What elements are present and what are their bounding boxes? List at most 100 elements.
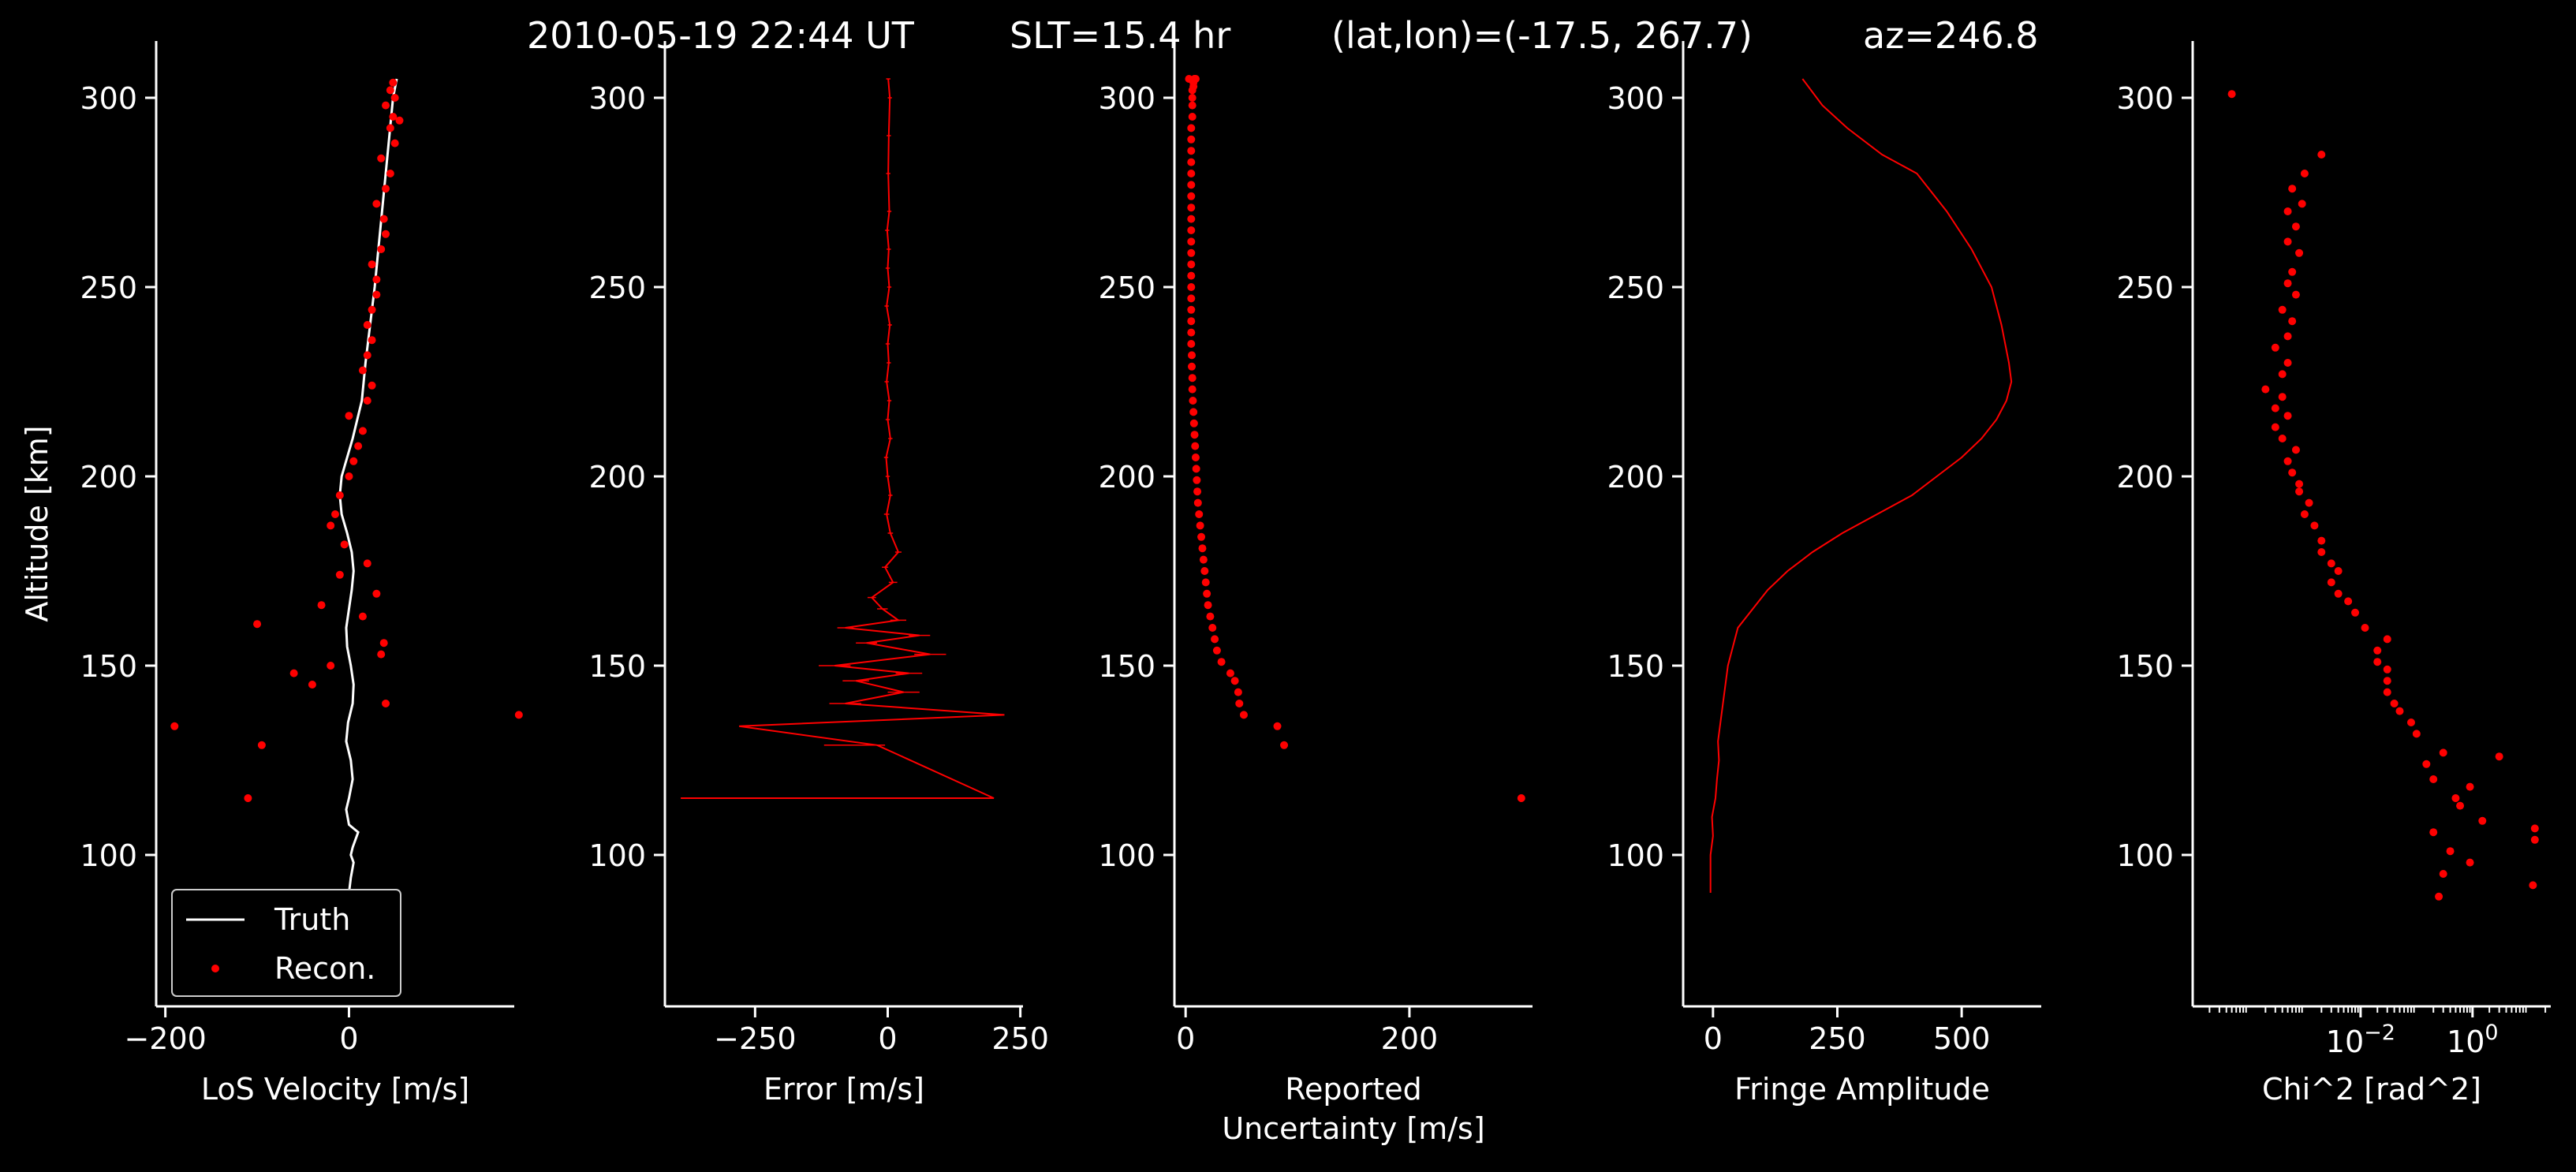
data-point: [1193, 498, 1202, 507]
data-point: [389, 113, 398, 121]
data-point: [2295, 480, 2304, 488]
data-point: [2291, 290, 2300, 299]
data-point: [2278, 435, 2287, 442]
y-tick-label: 300: [80, 81, 137, 116]
data-point: [1195, 510, 1204, 518]
x-axis-label: Uncertainty [m/s]: [1222, 1111, 1484, 1146]
legend-recon-swatch: [211, 965, 219, 972]
data-point: [2334, 567, 2343, 575]
data-point: [1206, 612, 1215, 621]
y-tick-label: 200: [1607, 460, 1664, 495]
y-tick-label: 150: [1098, 649, 1155, 684]
data-point: [2288, 267, 2297, 276]
data-point: [257, 741, 266, 749]
y-axis-label: Altitude [km]: [20, 425, 54, 621]
data-point: [2227, 90, 2236, 99]
data-point: [2351, 608, 2360, 617]
data-point: [2334, 589, 2343, 598]
y-tick-label: 300: [2116, 81, 2174, 116]
data-point: [2327, 559, 2335, 568]
data-point: [2344, 597, 2353, 606]
y-tick-label: 200: [588, 460, 646, 495]
data-point: [1191, 453, 1200, 461]
data-point: [514, 711, 523, 719]
data-point: [1187, 226, 1196, 234]
data-point: [2278, 370, 2287, 379]
legend-box: [171, 889, 401, 997]
data-point: [386, 124, 394, 133]
x-tick-label: 500: [1933, 1021, 1991, 1056]
data-point: [372, 200, 381, 208]
data-point: [358, 366, 367, 375]
data-point: [2446, 847, 2455, 856]
data-point: [395, 116, 404, 125]
data-point: [379, 639, 388, 648]
data-point: [2271, 404, 2279, 412]
data-point: [1187, 215, 1196, 223]
data-point: [331, 510, 339, 518]
y-tick-label: 250: [1607, 271, 1664, 305]
data-point: [2300, 170, 2309, 177]
data-point: [2295, 248, 2304, 257]
data-point: [2310, 521, 2319, 530]
data-point: [1187, 271, 1196, 280]
y-tick-label: 100: [588, 838, 646, 873]
data-point: [368, 381, 376, 390]
data-point: [382, 101, 390, 110]
data-point: [317, 601, 326, 610]
data-point: [1230, 677, 1239, 685]
data-point: [2466, 858, 2474, 867]
data-point: [327, 662, 335, 670]
data-point: [1217, 658, 1226, 666]
data-point: [1190, 431, 1199, 439]
data-point: [2395, 707, 2404, 715]
data-point: [1198, 544, 1207, 553]
data-point: [1189, 419, 1198, 427]
data-point: [2529, 881, 2537, 890]
data-point: [2291, 446, 2300, 454]
data-point: [1187, 158, 1196, 166]
data-point: [2317, 536, 2326, 545]
data-point: [2456, 801, 2465, 810]
data-point: [2383, 677, 2391, 685]
data-point: [390, 94, 399, 102]
data-point: [358, 612, 367, 621]
data-point: [1189, 408, 1198, 416]
data-point: [2271, 343, 2279, 352]
x-tick-label: 100: [2447, 1021, 2499, 1059]
data-point: [2373, 646, 2382, 655]
data-point: [2317, 548, 2326, 556]
data-point: [1187, 124, 1196, 133]
data-point: [372, 290, 381, 299]
data-point: [1197, 532, 1206, 541]
title-location: (lat,lon)=(-17.5, 267.7): [1331, 14, 1753, 57]
x-tick-label: 0: [1176, 1021, 1195, 1056]
y-tick-label: 150: [588, 649, 646, 684]
data-point: [1211, 635, 1219, 644]
data-point: [2435, 892, 2443, 901]
data-point: [377, 650, 386, 659]
data-point: [1201, 578, 1210, 587]
data-point: [2373, 658, 2382, 666]
data-point: [2383, 665, 2391, 674]
data-point: [358, 427, 367, 435]
data-point: [1517, 794, 1525, 802]
data-point: [1187, 362, 1196, 371]
data-point: [1193, 476, 1201, 484]
data-point: [1185, 75, 1193, 83]
data-point: [2283, 457, 2292, 465]
data-point: [1187, 237, 1196, 246]
data-point: [2317, 151, 2326, 159]
data-point: [2439, 748, 2447, 757]
data-point: [2288, 468, 2297, 477]
data-point: [345, 412, 353, 420]
data-point: [1234, 688, 1242, 696]
y-tick-label: 200: [80, 460, 137, 495]
x-tick-label: 0: [339, 1021, 358, 1056]
data-point: [2451, 794, 2460, 802]
data-point: [1187, 328, 1196, 337]
series-line: [1709, 78, 2013, 893]
data-point: [2383, 688, 2391, 696]
data-point: [2271, 423, 2279, 431]
